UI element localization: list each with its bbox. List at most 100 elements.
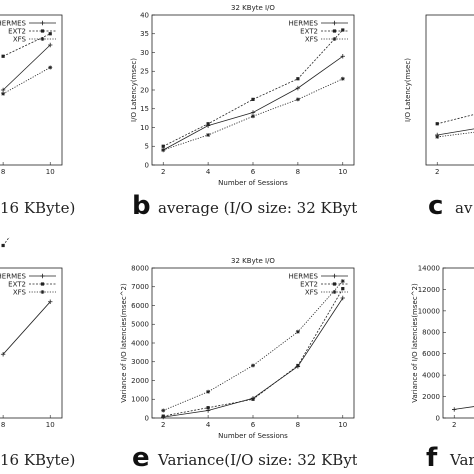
y-axis-title: Variance of I/O latencies(msec^2) xyxy=(120,283,128,403)
data-point-ext2 xyxy=(1,54,5,58)
series-line-hermes xyxy=(2,44,51,91)
y-tick-label: 0 xyxy=(436,414,440,422)
legend-label-ext2: EXT2 xyxy=(8,280,26,288)
y-tick-label: 3000 xyxy=(131,358,149,366)
y-tick-label: 40 xyxy=(140,11,149,19)
chart-title: 32 KByte I/O xyxy=(231,4,275,12)
legend-label-ext2: EXT2 xyxy=(300,27,318,35)
data-point-xfs xyxy=(251,363,255,368)
legend-marker-xfs xyxy=(332,37,337,41)
legend-label-ext2: EXT2 xyxy=(300,280,318,288)
legend-marker-hermes xyxy=(40,273,45,279)
data-point-xfs xyxy=(206,389,211,394)
series-line-ext2 xyxy=(163,29,344,147)
legend-label-xfs: XFS xyxy=(13,35,27,43)
data-point-xfs xyxy=(206,133,211,137)
legend-marker-hermes xyxy=(332,273,337,279)
chart-panel-f: 2 0 2000 4000 6000 8000 10000 12000 14000 Varianc… xyxy=(411,264,474,473)
data-point-ext2 xyxy=(296,77,300,81)
series-line-ext2 xyxy=(2,33,51,57)
x-tick-label: 8 xyxy=(296,421,300,429)
y-tick-label: 1000 xyxy=(131,396,149,404)
legend-marker-ext2 xyxy=(40,282,45,286)
data-point-ext2 xyxy=(49,180,52,183)
x-tick-label: 10 xyxy=(338,421,347,429)
data-point-xfs xyxy=(48,191,52,195)
data-point-xfs xyxy=(48,65,53,70)
caption-letter: b xyxy=(132,191,151,221)
caption-text: average (I/O size: 32 KByte) xyxy=(158,199,372,217)
y-tick-label: 10 xyxy=(140,124,149,132)
x-axis-title: Number of Sessions xyxy=(218,432,288,440)
series-line-ext2 xyxy=(437,114,474,125)
x-tick-label: 8 xyxy=(1,421,5,429)
y-tick-label: 4000 xyxy=(131,339,149,347)
y-tick-label: 2000 xyxy=(131,377,149,385)
legend-marker-xfs xyxy=(40,290,45,294)
data-point-xfs xyxy=(1,91,6,96)
series-line-hermes xyxy=(454,406,474,410)
data-point-ext2 xyxy=(296,363,300,368)
data-point-hermes xyxy=(48,42,53,48)
y-tick-label: 0 xyxy=(145,414,149,422)
data-point-ext2 xyxy=(435,122,439,126)
plot-frame xyxy=(425,14,474,166)
series-line-hermes xyxy=(437,128,474,136)
y-axis-title: I/O Latency(msec) xyxy=(130,58,138,122)
x-tick-label: 8 xyxy=(1,168,5,176)
data-point-xfs xyxy=(295,97,300,102)
data-point-xfs xyxy=(161,148,166,152)
legend-marker-hermes xyxy=(40,20,45,26)
data-point-ext2 xyxy=(251,397,255,401)
legend-marker-xfs xyxy=(332,290,337,294)
y-tick-label: 5000 xyxy=(131,321,149,329)
legend-label-xfs: XFS xyxy=(305,288,319,296)
x-axis-title: Number of Sessions xyxy=(218,179,288,187)
y-tick-label: 7000 xyxy=(131,283,149,291)
series-line-hermes xyxy=(163,55,344,151)
series-line-xfs xyxy=(163,280,344,411)
data-point-ext2 xyxy=(251,97,255,101)
x-tick-label: 10 xyxy=(338,168,347,176)
legend-marker-ext2 xyxy=(332,29,337,33)
caption-text: 16 KByte) xyxy=(0,451,75,469)
chart-panel-b: 2 4 6 8 10 0 5 10 15 20 25 30 35 40 32 KByte I/O Number… xyxy=(130,4,372,221)
y-axis-title: I/O Latency(msec) xyxy=(404,58,412,122)
legend-label-xfs: XFS xyxy=(13,288,27,296)
caption-text: av xyxy=(455,199,473,217)
data-point-xfs xyxy=(435,134,440,139)
y-tick-label: 0 xyxy=(145,161,149,169)
series-line-xfs xyxy=(2,67,51,95)
caption-letter: f xyxy=(426,443,438,473)
y-axis-title: Variance of I/O latencies(msec^2) xyxy=(411,283,419,403)
data-point-xfs xyxy=(340,279,345,284)
x-tick-label: 10 xyxy=(46,168,55,176)
x-tick-label: 10 xyxy=(46,421,55,429)
x-tick-label: 2 xyxy=(161,168,165,176)
chart-panel-e: 2 4 6 8 10 0 1000 2000 3000 4000 5000 6000 7000 8000 3… xyxy=(120,257,373,473)
y-tick-label: 6000 xyxy=(131,302,149,310)
data-point-ext2 xyxy=(161,414,165,418)
y-tick-label: 8000 xyxy=(131,264,149,272)
data-point-hermes xyxy=(48,299,53,304)
x-tick-label: 6 xyxy=(251,168,256,176)
data-point-xfs xyxy=(251,114,255,119)
data-point-hermes xyxy=(250,110,256,115)
data-point-xfs xyxy=(340,76,345,81)
y-tick-label: 14000 xyxy=(418,264,440,272)
plot-frame xyxy=(0,14,63,166)
x-tick-label: 2 xyxy=(452,421,456,429)
y-tick-label: 6000 xyxy=(422,350,440,358)
y-tick-label: 25 xyxy=(140,68,149,76)
series-line-xfs xyxy=(163,78,343,151)
y-tick-label: 20 xyxy=(140,86,149,94)
data-point-xfs xyxy=(161,408,166,413)
legend-label-hermes: HERMES xyxy=(289,272,319,280)
caption-text: Variance(I/O size: 32 KByte) xyxy=(157,451,373,469)
data-point-hermes xyxy=(0,352,6,357)
legend-marker-ext2 xyxy=(332,282,337,286)
caption-letter: e xyxy=(132,443,150,473)
